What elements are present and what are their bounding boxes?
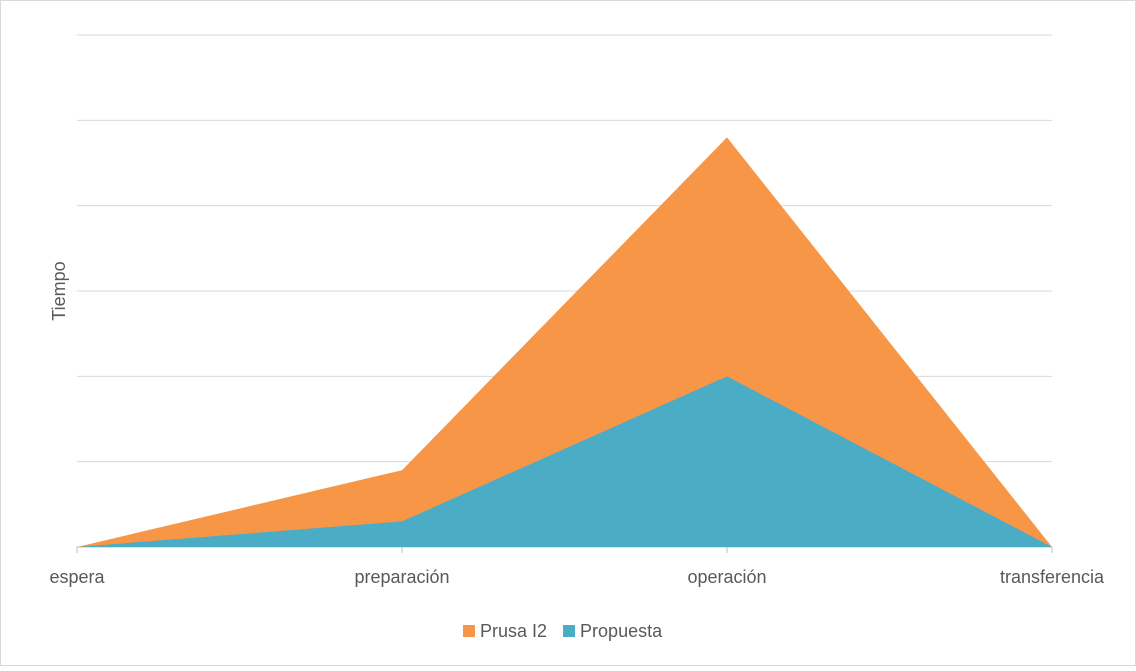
x-tick-label: transferencia <box>1000 567 1105 587</box>
legend-label: Prusa I2 <box>480 621 547 641</box>
y-axis-title: Tiempo <box>49 261 69 320</box>
x-tick-label: operación <box>687 567 766 587</box>
x-tick-label: espera <box>49 567 105 587</box>
legend-swatch <box>463 625 475 637</box>
legend-swatch <box>563 625 576 637</box>
legend-label: Propuesta <box>580 621 663 641</box>
area <box>77 376 1052 547</box>
x-tick-label: preparación <box>354 567 449 587</box>
